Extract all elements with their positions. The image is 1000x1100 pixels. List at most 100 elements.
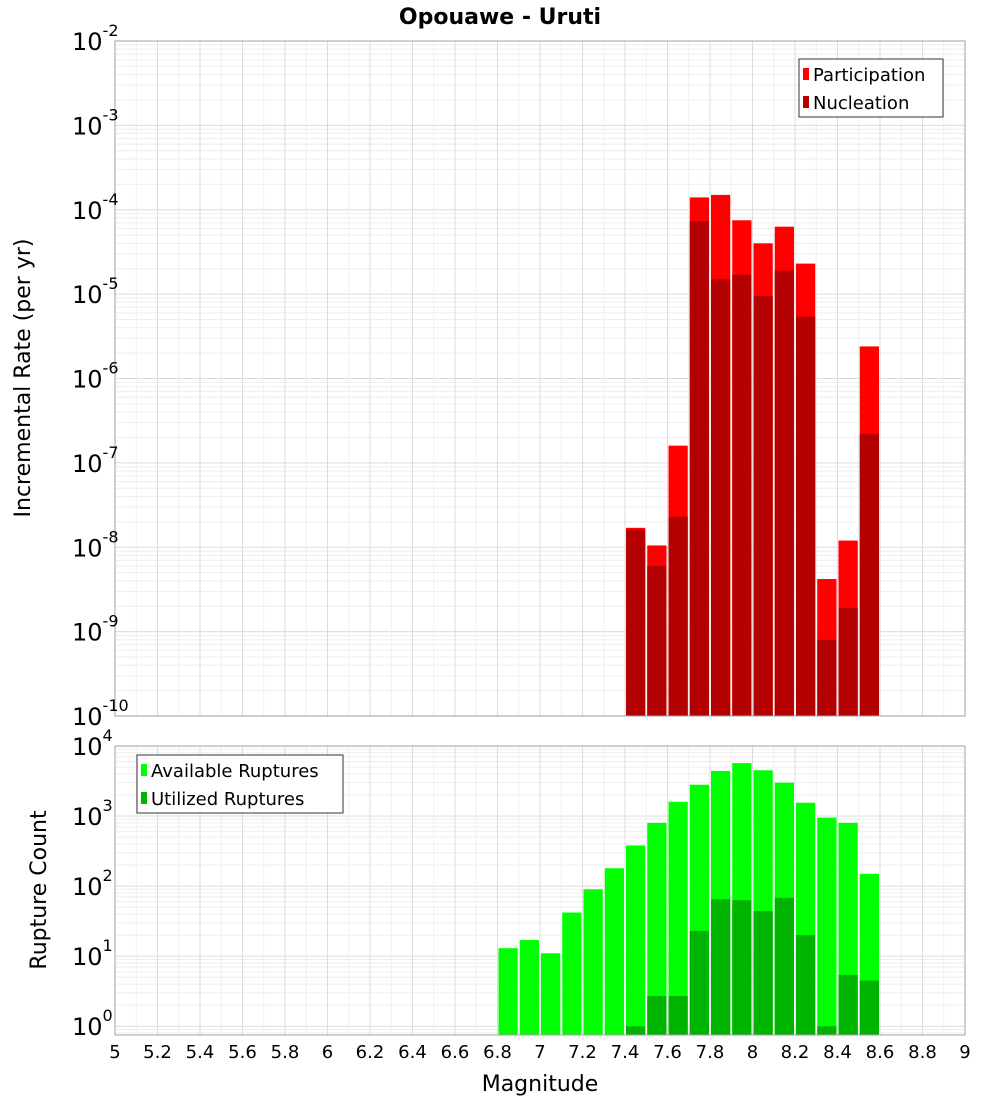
bar xyxy=(626,845,646,1035)
y-tick-label: 100 xyxy=(72,1006,113,1041)
bar xyxy=(647,822,667,1035)
bar xyxy=(689,221,709,716)
x-tick-label: 9 xyxy=(959,1042,970,1063)
bar xyxy=(626,1026,646,1035)
bar xyxy=(838,608,858,716)
bar xyxy=(519,940,539,1035)
x-tick-label: 5.2 xyxy=(143,1042,172,1063)
bar xyxy=(753,296,773,716)
y-tick-exponent: -2 xyxy=(103,21,119,40)
bar xyxy=(711,279,731,716)
plot-frame xyxy=(114,40,966,717)
y-tick-exponent: -5 xyxy=(103,274,119,293)
legend-label: Participation xyxy=(813,65,925,86)
y-tick-label: 10-10 xyxy=(72,696,129,731)
y-tick-exponent: -6 xyxy=(103,359,119,378)
y-tick-label: 10-3 xyxy=(72,105,119,140)
legend-swatch xyxy=(803,96,809,108)
bar xyxy=(859,433,879,716)
bar xyxy=(604,868,624,1035)
x-tick-label: 5.6 xyxy=(228,1042,257,1063)
x-tick-label: 8.8 xyxy=(908,1042,937,1063)
y-tick-label: 10-2 xyxy=(72,21,119,56)
chart-title: Opouawe - Uruti xyxy=(399,5,601,30)
x-tick-label: 6 xyxy=(322,1042,333,1063)
x-tick-label: 8.4 xyxy=(823,1042,852,1063)
series-utilized-ruptures xyxy=(626,897,879,1035)
legend-swatch xyxy=(803,68,809,80)
bar xyxy=(668,516,688,716)
series-nucleation xyxy=(626,221,879,716)
x-tick-label: 7.8 xyxy=(696,1042,725,1063)
bar xyxy=(817,1026,837,1035)
bar xyxy=(817,817,837,1035)
x-tick-label: 8 xyxy=(747,1042,758,1063)
bar xyxy=(817,639,837,716)
y-tick-exponent: 1 xyxy=(103,936,113,955)
rate-panel: 10-10 10-9 10-8 10-7 10-6 10-5 10-4 10-3 10-2 Inc… xyxy=(11,21,966,731)
gridlines xyxy=(114,40,966,717)
y-tick-exponent: -9 xyxy=(103,612,119,631)
x-tick-label: 5.4 xyxy=(186,1042,215,1063)
y-tick-label: 103 xyxy=(72,796,113,831)
legend-label: Nucleation xyxy=(813,93,909,114)
bar xyxy=(626,530,646,716)
y-tick-exponent: -8 xyxy=(103,527,119,546)
bar xyxy=(689,930,709,1035)
bar xyxy=(753,911,773,1035)
y-tick-exponent: -3 xyxy=(103,105,119,124)
y-tick-label: 10-6 xyxy=(72,359,119,394)
bar xyxy=(859,980,879,1035)
y-tick-label: 10-5 xyxy=(72,274,119,309)
y-tick-exponent: 0 xyxy=(103,1006,113,1025)
y-tick-label: 102 xyxy=(72,866,113,901)
bar xyxy=(647,996,667,1035)
y-tick-label: 10-4 xyxy=(72,190,119,225)
x-tick-label: 8.6 xyxy=(866,1042,895,1063)
y-tick-exponent: -7 xyxy=(103,443,119,462)
plot-frame xyxy=(114,745,966,1036)
bar xyxy=(774,897,794,1035)
bar xyxy=(562,912,582,1035)
y-tick-label: 101 xyxy=(72,936,113,971)
y-tick-exponent: -4 xyxy=(103,190,119,209)
bar xyxy=(796,316,816,716)
legend-label: Available Ruptures xyxy=(151,761,319,782)
bar xyxy=(838,974,858,1035)
bar xyxy=(732,900,752,1035)
x-tick-label: 6.4 xyxy=(398,1042,427,1063)
y-axis-label: Incremental Rate (per yr) xyxy=(11,239,36,518)
bar xyxy=(583,889,603,1035)
bar xyxy=(668,996,688,1035)
x-axis-label: Magnitude xyxy=(482,1072,599,1097)
bar xyxy=(647,565,667,716)
legend: Available Ruptures Utilized Ruptures xyxy=(136,754,344,814)
series-available-ruptures xyxy=(498,763,879,1035)
x-tick-label: 7 xyxy=(534,1042,545,1063)
y-tick-label: 104 xyxy=(72,726,113,761)
y-axis-label: Rupture Count xyxy=(27,810,52,970)
x-tick-label: 5.8 xyxy=(271,1042,300,1063)
x-tick-label: 6.2 xyxy=(356,1042,385,1063)
y-tick-exponent: -10 xyxy=(103,696,129,715)
y-tick-exponent: 4 xyxy=(103,726,113,745)
bar xyxy=(498,948,518,1035)
legend-swatch xyxy=(141,792,147,804)
bar xyxy=(732,274,752,716)
y-tick-exponent: 3 xyxy=(103,796,113,815)
y-tick-label: 10-8 xyxy=(72,527,119,562)
legend-label: Utilized Ruptures xyxy=(151,789,304,810)
bar xyxy=(774,270,794,716)
x-tick-label: 7.6 xyxy=(653,1042,682,1063)
x-tick-label: 7.4 xyxy=(611,1042,640,1063)
x-tick-label: 7.2 xyxy=(568,1042,597,1063)
x-tick-label: 5 xyxy=(109,1042,120,1063)
x-tick-label: 6.8 xyxy=(483,1042,512,1063)
bar xyxy=(668,801,688,1035)
legend-swatch xyxy=(141,764,147,776)
x-tick-label: 6.6 xyxy=(441,1042,470,1063)
y-tick-label: 10-7 xyxy=(72,443,119,478)
legend: Participation Nucleation xyxy=(798,58,944,118)
